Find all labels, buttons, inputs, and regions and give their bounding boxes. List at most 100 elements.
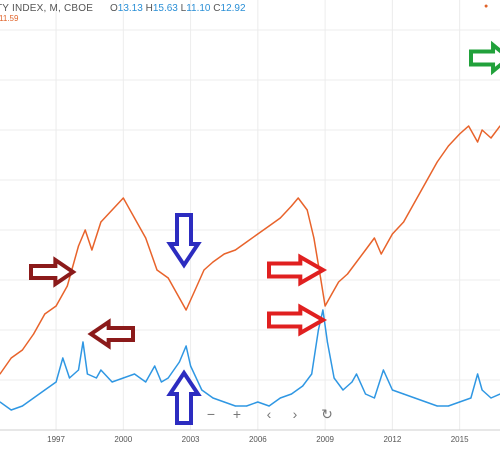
- series-point-2: [145, 381, 147, 383]
- series-point-2: [425, 401, 427, 403]
- series-point-2: [333, 377, 335, 379]
- zoom-out-button[interactable]: −: [206, 406, 216, 422]
- series-point-2: [33, 397, 35, 399]
- series-point-1: [490, 137, 492, 139]
- series-point-1: [337, 281, 340, 283]
- series-point-2: [481, 389, 483, 391]
- series-point-1: [414, 201, 416, 203]
- series-point-1: [122, 197, 124, 199]
- series-point-2: [167, 377, 169, 379]
- series-point-2: [21, 405, 24, 407]
- close-value: 12.92: [220, 3, 246, 14]
- series-point-1: [481, 129, 483, 131]
- series-point-2: [68, 377, 71, 379]
- series-point-1: [212, 261, 214, 263]
- x-tick-label: 1997: [47, 435, 65, 444]
- series-point-2: [317, 329, 319, 331]
- series-point-1: [203, 269, 205, 271]
- series-point-2: [86, 373, 89, 375]
- low-label: L: [180, 3, 187, 14]
- x-tick-label: 2015: [451, 435, 469, 444]
- series-point-1: [257, 233, 259, 235]
- high-label: H: [145, 3, 153, 14]
- ohlc-values: O13.13 H15.63 L11.10 C12.92: [110, 3, 246, 14]
- series-point-1: [55, 305, 57, 307]
- series-point-1: [306, 209, 308, 211]
- close-label: C: [213, 3, 221, 14]
- series-point-1: [66, 285, 68, 287]
- x-tick-label: 2000: [114, 435, 132, 444]
- chart-navigation: − + ‹ › ↻: [198, 402, 346, 426]
- series-point-2: [100, 369, 102, 371]
- series-point-2: [62, 357, 64, 359]
- series-point-2: [364, 393, 367, 395]
- zoom-in-button[interactable]: +: [232, 406, 242, 422]
- series-point-2: [223, 401, 225, 403]
- series-point-2: [447, 405, 450, 407]
- series-point-1: [10, 357, 12, 359]
- series-point-2: [402, 393, 405, 395]
- series-point-1: [100, 221, 102, 223]
- series-point-1: [33, 333, 35, 335]
- series-point-1: [145, 237, 147, 239]
- series-point-2: [133, 373, 136, 375]
- series-point-1: [91, 249, 93, 251]
- series-point-2: [178, 361, 180, 363]
- series-point-2: [476, 373, 479, 375]
- series-point-2: [342, 389, 344, 391]
- series-point-1: [324, 305, 326, 307]
- series-point-1: [313, 237, 315, 239]
- scroll-left-button[interactable]: ‹: [266, 406, 272, 422]
- series-point-1: [459, 133, 461, 135]
- reset-button[interactable]: ↻: [321, 405, 333, 422]
- series-point-2: [111, 381, 113, 383]
- series-point-2: [373, 397, 376, 399]
- high-value: 15.63: [152, 3, 178, 14]
- series-point-2: [391, 389, 393, 391]
- annotation-arrow-right: [469, 40, 500, 76]
- series-point-1: [468, 125, 470, 127]
- annotation-arrow-down: [166, 213, 202, 269]
- series-point-1: [346, 273, 349, 275]
- scroll-right-button[interactable]: ›: [292, 406, 298, 422]
- series-point-2: [122, 377, 124, 379]
- series-point-1: [447, 145, 450, 147]
- series-point-1: [364, 249, 367, 251]
- series-point-1: [44, 313, 46, 315]
- x-tick-label: 2012: [383, 435, 401, 444]
- series-point-2: [351, 381, 353, 383]
- series-point-1: [290, 205, 293, 207]
- annotation-arrow-right: [267, 303, 328, 337]
- series-point-2: [95, 377, 98, 379]
- series-point-2: [470, 397, 472, 399]
- series-point-2: [436, 405, 438, 407]
- series-point-2: [234, 405, 237, 407]
- series-line-1: [0, 125, 500, 375]
- series-point-1: [331, 293, 333, 295]
- series-point-2: [302, 385, 304, 387]
- series-group: [0, 125, 500, 411]
- series-point-2: [77, 369, 80, 371]
- series-point-1: [84, 229, 86, 231]
- series-point-1: [380, 253, 382, 255]
- series-point-1: [402, 221, 405, 223]
- series-point-2: [160, 381, 163, 383]
- series-point-1: [476, 141, 479, 143]
- series-point-1: [156, 269, 158, 271]
- series-point-2: [82, 341, 84, 343]
- x-axis: 1997 2000 2003 2006 2009 2012 2015: [0, 429, 500, 444]
- series-point-1: [178, 297, 180, 299]
- series-point-1: [391, 233, 393, 235]
- series-point-1: [373, 237, 376, 239]
- series-point-1: [234, 249, 237, 251]
- series-point-1: [355, 261, 358, 263]
- low-value: 11.10: [186, 3, 211, 14]
- series-point-2: [268, 405, 270, 407]
- series-point-2: [10, 409, 12, 411]
- series-line-2: [0, 309, 500, 411]
- x-tick-label: 2006: [249, 435, 267, 444]
- series-point-2: [189, 365, 192, 367]
- series-point-1: [194, 289, 196, 291]
- x-tick-label: 2003: [182, 435, 200, 444]
